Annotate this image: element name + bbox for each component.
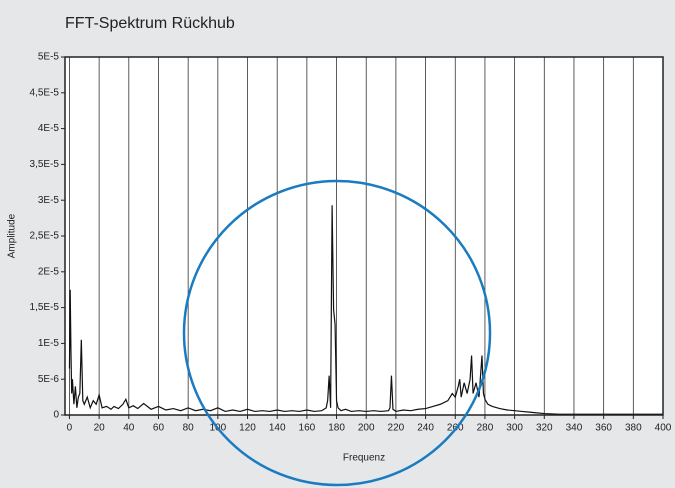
- x-tick-label: 360: [595, 423, 612, 434]
- x-tick-label: 140: [269, 423, 286, 434]
- y-tick-label: 0: [53, 410, 59, 421]
- y-tick-label: 4E-5: [38, 123, 60, 134]
- x-tick-label: 320: [536, 423, 553, 434]
- y-tick-label: 5E-6: [38, 374, 60, 385]
- grid: [69, 57, 664, 415]
- plot-area: [65, 57, 663, 415]
- x-tick-label: 160: [299, 423, 316, 434]
- y-tick-label: 3,5E-5: [30, 159, 60, 170]
- x-tick-label: 380: [625, 423, 642, 434]
- y-tick-label: 1,5E-5: [30, 302, 60, 313]
- x-tick-label: 120: [239, 423, 256, 434]
- y-tick-label: 5E-5: [38, 52, 60, 63]
- x-tick-label: 180: [328, 423, 345, 434]
- y-tick-label: 4,5E-5: [30, 87, 60, 98]
- x-tick-label: 220: [388, 423, 405, 434]
- chart-title: FFT-Spektrum Rückhub: [65, 15, 235, 32]
- spectrum-line: [68, 205, 663, 415]
- x-tick-label: 20: [94, 423, 106, 434]
- x-tick-label: 280: [477, 423, 494, 434]
- y-tick-label: 2E-5: [38, 266, 60, 277]
- y-tick-label: 1E-5: [38, 338, 60, 349]
- x-tick-label: 80: [183, 423, 195, 434]
- y-tick-label: 2,5E-5: [30, 231, 60, 242]
- x-tick-label: 0: [67, 423, 73, 434]
- y-axis-label: Amplitude: [7, 213, 18, 258]
- data: [68, 205, 663, 415]
- x-tick-label: 200: [358, 423, 375, 434]
- x-tick-label: 40: [123, 423, 135, 434]
- x-tick-label: 340: [566, 423, 583, 434]
- x-tick-label: 400: [655, 423, 672, 434]
- x-axis-label: Frequenz: [343, 453, 385, 464]
- x-tick-label: 60: [153, 423, 165, 434]
- highlight-circle: [182, 179, 492, 487]
- y-tick-label: 3E-5: [38, 195, 60, 206]
- x-tick-label: 300: [506, 423, 523, 434]
- x-tick-label: 240: [417, 423, 434, 434]
